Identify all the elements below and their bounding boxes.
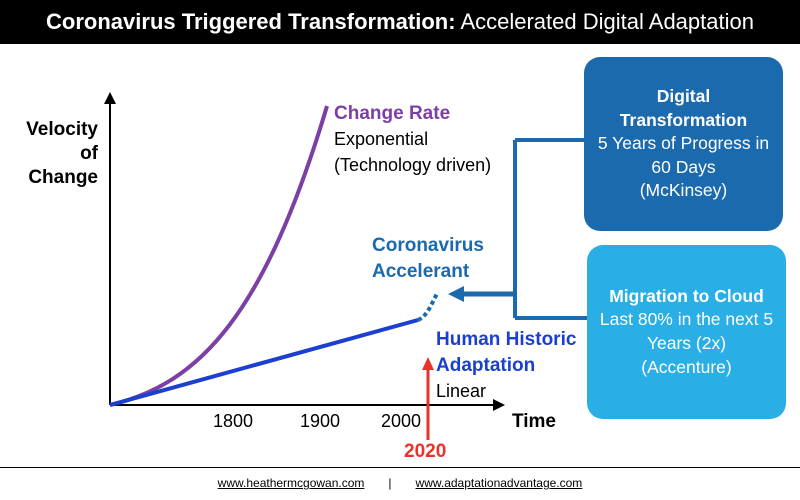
accelerant-dotted-curve xyxy=(417,290,440,322)
x-tick-2000: 2000 xyxy=(381,411,422,431)
accelerant-title: Coronavirus xyxy=(372,235,484,256)
y-axis-label: Velocity of Change xyxy=(26,119,98,188)
x-axis-label: Time xyxy=(512,411,557,432)
change-rate-line2: (Technology driven) xyxy=(334,155,492,175)
x-tick-1800: 1800 xyxy=(213,411,254,431)
digital-box-title: Digital Transformation xyxy=(619,85,748,130)
cloud-box-source: (Accenture) xyxy=(641,356,732,377)
page-title-bold: Coronavirus Triggered Transformation: xyxy=(46,9,456,34)
marker-year-label: 2020 xyxy=(404,441,447,462)
historic-title: Human Historic xyxy=(436,329,577,350)
footer-divider xyxy=(0,467,800,468)
cloud-box-title: Migration to Cloud xyxy=(609,285,764,306)
historic-title-2: Adaptation xyxy=(436,355,536,376)
exponential-curve xyxy=(109,105,329,407)
cloud-box-body: Last 80% in the next 5 Years (2x) xyxy=(599,309,774,353)
migration-cloud-box: Migration to Cloud Last 80% in the next … xyxy=(587,245,786,419)
footer-separator: | xyxy=(388,476,392,490)
page-title: Coronavirus Triggered Transformation: Ac… xyxy=(46,9,754,35)
footer-link-adaptationadvantage[interactable]: www.adaptationadvantage.com xyxy=(415,476,583,490)
y-axis-arrowhead xyxy=(104,92,116,104)
x-tick-1900: 1900 xyxy=(300,411,341,431)
year-marker-arrowhead xyxy=(422,357,434,370)
header-bar: Coronavirus Triggered Transformation: Ac… xyxy=(0,0,800,44)
change-rate-title: Change Rate xyxy=(334,103,451,124)
linear-line xyxy=(109,318,419,407)
connector-arrowhead xyxy=(448,286,464,302)
page-title-rest: Accelerated Digital Adaptation xyxy=(455,9,754,34)
velocity-chart xyxy=(104,92,587,440)
footer: www.heathermcgowan.com | www.adaptationadv… xyxy=(0,476,800,490)
accelerant-title-2: Accelerant xyxy=(372,261,470,282)
digital-box-body: 5 Years of Progress in 60 Days xyxy=(597,133,770,177)
x-axis-arrowhead xyxy=(493,399,505,411)
footer-link-heathermcgowan[interactable]: www.heathermcgowan.com xyxy=(217,476,365,490)
historic-sub: Linear xyxy=(436,381,487,401)
change-rate-line1: Exponential xyxy=(334,129,429,149)
digital-box-source: (McKinsey) xyxy=(639,180,728,201)
digital-transformation-box: Digital Transformation 5 Years of Progre… xyxy=(584,57,783,231)
